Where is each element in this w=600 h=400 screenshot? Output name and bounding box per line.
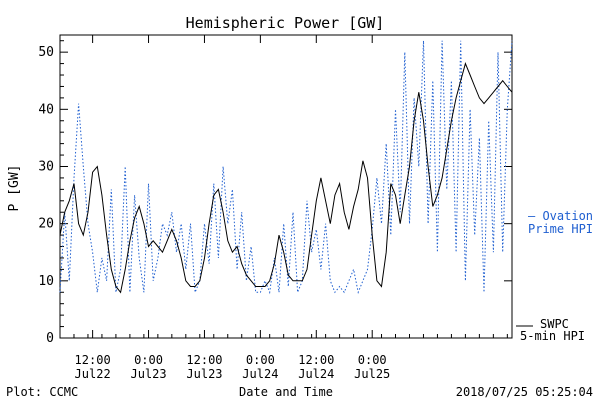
x-tick-label-date: Jul23 [186,367,222,381]
x-tick-label-date: Jul25 [354,367,390,381]
legend-ovation-line1: — Ovation [528,209,593,223]
y-tick-label: 20 [38,217,54,232]
y-axis-label: P [GW] [7,165,22,212]
legend-swpc-line1: SWPC [540,317,569,331]
chart-title: Hemispheric Power [GW] [186,14,385,32]
x-tick-label-time: 12:00 [75,353,111,367]
x-tick-label-time: 0:00 [134,353,163,367]
x-tick-label-time: 0:00 [358,353,387,367]
plot-frame [59,34,513,339]
x-tick-label-time: 12:00 [298,353,334,367]
footer-timestamp: 2018/07/25 05:25:04 [456,385,593,399]
legend-ovation-line2: Prime HPI [528,222,593,236]
y-tick-label: 0 [46,331,54,346]
y-tick-label: 10 [38,274,54,289]
y-tick-label: 30 [38,159,54,174]
x-tick-label-time: 12:00 [186,353,222,367]
y-axis: 0 10 20 30 40 50 [38,40,512,346]
footer-x-label: Date and Time [239,385,333,399]
x-tick-label-date: Jul24 [242,367,278,381]
y-tick-label: 50 [38,45,54,60]
series-swpc-line [59,62,513,294]
x-axis: 12:00Jul220:00Jul2312:00Jul230:00Jul2412… [59,35,508,381]
series-layer [59,40,513,295]
x-tick-label-date: Jul22 [75,367,111,381]
legend-swpc-line2: 5-min HPI [520,329,585,343]
y-tick-label: 40 [38,102,54,117]
x-tick-label-date: Jul24 [298,367,334,381]
x-tick-label-date: Jul23 [130,367,166,381]
x-tick-label-time: 0:00 [246,353,275,367]
legend: — Ovation Prime HPI SWPC 5-min HPI [516,209,593,343]
footer-plot-credit: Plot: CCMC [6,385,78,399]
